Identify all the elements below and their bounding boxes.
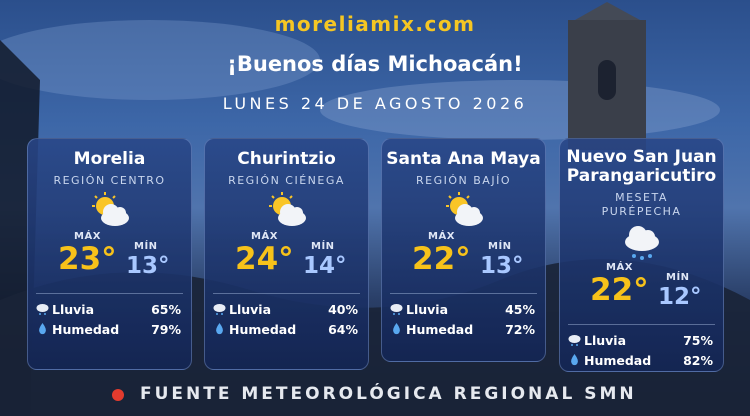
region-line: REGIÓN CIÉNEGA (228, 174, 345, 187)
humidity-icon (216, 323, 223, 335)
region-line: REGIÓN CENTRO (53, 174, 166, 187)
humidity-value: 64% (328, 322, 358, 337)
humidity-label: Humedad (406, 322, 474, 337)
min-label: MÍN (488, 241, 512, 252)
city-name: Nuevo San Juan (566, 147, 717, 167)
site: moreliamix.com (274, 12, 476, 36)
min-label: MÍN (134, 241, 158, 252)
max-label: MÁX (74, 231, 101, 242)
icon-wrap (382, 191, 545, 231)
divider (36, 293, 183, 294)
rain-label: Lluvia (229, 302, 272, 317)
humidity-row: Humedad 64% (205, 320, 368, 340)
min-temp: 13° (126, 253, 170, 279)
region: REGIÓN CIÉNEGA (205, 174, 368, 188)
temperatures: MÁX 23° MÍN 13° (28, 231, 191, 289)
min-label: MÍN (666, 272, 690, 283)
rain-value: 40% (328, 302, 358, 317)
icon-wrap (28, 191, 191, 231)
city-name: Parangaricutiro (566, 166, 717, 186)
city-name: Morelia (73, 149, 146, 169)
weather-card: Nuevo San Juan Parangaricutiro MESETA PURÉP… (559, 138, 724, 372)
min-temp: 12° (658, 284, 702, 310)
rain-label: Lluvia (406, 302, 449, 317)
humidity-label: Humedad (52, 322, 120, 337)
date: LUNES 24 DE AGOSTO 2026 (222, 94, 528, 113)
rain-icon (568, 335, 581, 346)
weather-card: Santa Ana Maya REGIÓN BAJÍO MÁX 22° MÍN 13° Ll… (381, 138, 546, 362)
max-temp: 24° (235, 241, 294, 277)
temperatures: MÁX 22° MÍN 13° (382, 231, 545, 289)
region: REGIÓN CENTRO (28, 174, 191, 188)
city-name: Churintzio (237, 149, 336, 169)
region-line: REGIÓN BAJÍO (416, 174, 511, 187)
humidity-row: Humedad 72% (382, 320, 545, 340)
rain-row: Lluvia 65% (28, 300, 191, 320)
divider (390, 293, 537, 294)
weather-card: Churintzio REGIÓN CIÉNEGA MÁX 24° MÍN 14° Lluv… (204, 138, 369, 370)
humidity-value: 82% (683, 353, 713, 368)
region: MESETA PURÉPECHA (560, 191, 723, 219)
humidity-icon (393, 323, 400, 335)
max-label: MÁX (428, 231, 455, 242)
divider (568, 324, 715, 325)
icon-wrap (560, 222, 723, 262)
rain-row: Lluvia 45% (382, 300, 545, 320)
weather-icon (445, 192, 483, 226)
humidity-icon (39, 323, 46, 335)
icon-wrap (205, 191, 368, 231)
rain-value: 75% (683, 333, 713, 348)
rain-value: 45% (505, 302, 535, 317)
greeting: ¡Buenos días Michoacán! (227, 52, 523, 76)
min-temp: 13° (480, 253, 524, 279)
rain-label: Lluvia (52, 302, 95, 317)
weather-icon (268, 192, 306, 226)
humidity-row: Humedad 82% (560, 351, 723, 371)
weather-icon (91, 192, 129, 226)
max-label: MÁX (606, 262, 633, 273)
temperatures: MÁX 24° MÍN 14° (205, 231, 368, 289)
divider (213, 293, 360, 294)
rain-icon (390, 304, 403, 315)
humidity-value: 72% (505, 322, 535, 337)
humidity-label: Humedad (584, 353, 652, 368)
humidity-icon (571, 354, 578, 366)
max-temp: 22° (412, 241, 471, 277)
rain-icon (213, 304, 226, 315)
region-line: PURÉPECHA (601, 205, 682, 218)
rain-value: 65% (151, 302, 181, 317)
humidity-row: Humedad 79% (28, 320, 191, 340)
max-label: MÁX (251, 231, 278, 242)
max-temp: 23° (58, 241, 117, 277)
temperatures: MÁX 22° MÍN 12° (560, 262, 723, 320)
min-temp: 14° (303, 253, 347, 279)
min-label: MÍN (311, 241, 335, 252)
region: REGIÓN BAJÍO (382, 174, 545, 188)
region-line: MESETA (615, 191, 668, 204)
weather-icon (624, 226, 659, 260)
weather-card: Morelia REGIÓN CENTRO MÁX 23° MÍN 13° Lluvia 65… (27, 138, 192, 370)
rain-row: Lluvia 40% (205, 300, 368, 320)
rain-row: Lluvia 75% (560, 331, 723, 351)
city-name: Santa Ana Maya (386, 149, 541, 169)
rain-icon (36, 304, 49, 315)
max-temp: 22° (590, 272, 649, 308)
humidity-value: 79% (151, 322, 181, 337)
humidity-label: Humedad (229, 322, 297, 337)
rain-label: Lluvia (584, 333, 627, 348)
live-dot (112, 389, 124, 401)
footer: FUENTE METEOROLÓGICA REGIONAL SMN (140, 384, 637, 404)
